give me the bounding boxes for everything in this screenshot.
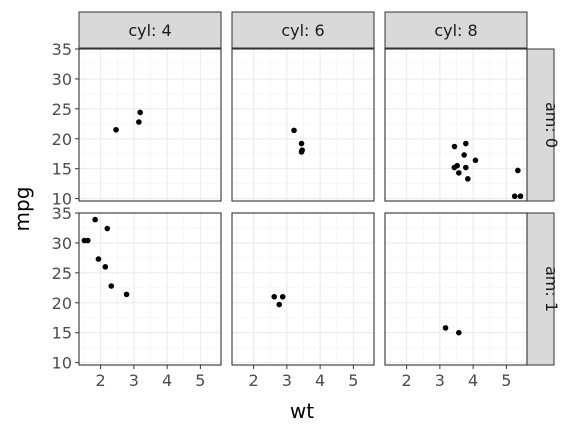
- data-point: [456, 330, 462, 336]
- data-point: [291, 128, 297, 134]
- data-point: [92, 217, 98, 223]
- facet-strip-col-label-1: cyl: 4: [128, 21, 171, 40]
- x-tick-label: 3: [282, 371, 292, 390]
- data-point: [96, 256, 102, 262]
- data-point: [136, 119, 142, 125]
- data-point: [82, 238, 88, 244]
- x-tick-label: 2: [96, 371, 106, 390]
- y-axis-title: mpg: [10, 187, 34, 232]
- data-point: [276, 302, 282, 308]
- data-point: [137, 110, 143, 116]
- y-tick-label: 15: [52, 160, 72, 179]
- x-tick-label: 4: [468, 371, 478, 390]
- x-tick-label: 2: [249, 371, 259, 390]
- data-point: [299, 149, 305, 155]
- facet-strip-row-label-2: am: 1: [542, 266, 561, 312]
- data-point: [108, 283, 114, 289]
- x-tick-label: 4: [315, 371, 325, 390]
- y-tick-label: 20: [52, 294, 72, 313]
- y-tick-label: 30: [52, 70, 72, 89]
- facet-strip-col-label-3: cyl: 8: [434, 21, 477, 40]
- data-point: [473, 158, 479, 164]
- y-tick-label: 10: [52, 354, 72, 373]
- data-point: [465, 176, 471, 182]
- data-point: [463, 141, 469, 147]
- y-tick-label: 25: [52, 100, 72, 119]
- data-point: [124, 292, 130, 298]
- y-tick-label: 25: [52, 264, 72, 283]
- data-point: [461, 152, 467, 158]
- y-tick-label: 20: [52, 130, 72, 149]
- x-tick-label: 4: [162, 371, 172, 390]
- data-point: [443, 325, 449, 331]
- data-point: [452, 165, 458, 171]
- y-tick-label: 35: [52, 40, 72, 59]
- data-point: [456, 170, 462, 176]
- x-tick-label: 5: [501, 371, 511, 390]
- data-point: [452, 144, 458, 150]
- x-tick-label: 5: [195, 371, 205, 390]
- x-tick-label: 3: [435, 371, 445, 390]
- data-point: [515, 168, 521, 174]
- data-point: [104, 226, 110, 232]
- facet-strip-row-label-1: am: 0: [542, 102, 561, 148]
- x-tick-label: 3: [129, 371, 139, 390]
- x-tick-label: 5: [348, 371, 358, 390]
- data-point: [518, 193, 524, 199]
- facet-strip-col-label-2: cyl: 6: [281, 21, 324, 40]
- data-point: [102, 264, 108, 270]
- y-tick-label: 30: [52, 234, 72, 253]
- data-point: [512, 193, 518, 199]
- x-tick-label: 2: [402, 371, 412, 390]
- x-axis-title: wt: [290, 399, 314, 423]
- y-tick-label: 35: [52, 204, 72, 223]
- data-point: [299, 141, 305, 147]
- data-point: [280, 294, 286, 300]
- data-point: [113, 127, 119, 133]
- y-tick-label: 15: [52, 324, 72, 343]
- data-point: [463, 165, 469, 171]
- data-point: [271, 294, 277, 300]
